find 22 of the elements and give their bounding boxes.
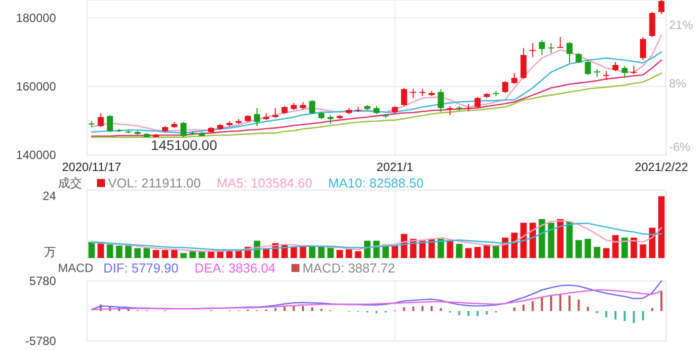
text: DEA: 3836.04	[194, 260, 276, 276]
legend-label: MACD: 3887.72	[302, 260, 395, 276]
y2-tick-label: 21%	[669, 18, 694, 32]
y2-tick-label: -6%	[669, 140, 691, 154]
y-tick-label: 160000	[16, 79, 56, 94]
text: MA5: 103584.60	[216, 176, 312, 190]
x-tick-label: 2020/11/17	[62, 160, 122, 174]
y-tick-label: 140000	[16, 148, 56, 162]
text: DIF: 5779.90	[103, 260, 178, 276]
y-tick-label: 5780	[29, 274, 56, 288]
y-tick-label: -5780	[25, 334, 56, 348]
x-tick-label: 2021/1	[376, 160, 414, 174]
text: MA10: 82588.50	[328, 176, 424, 190]
text: 万	[44, 245, 56, 259]
y-axis-title: MACD	[58, 261, 94, 275]
annotation: 145100.00	[150, 136, 218, 153]
y-tick-label: 180000	[16, 10, 56, 25]
y-axis-title: 成交	[58, 176, 82, 190]
text: 24	[42, 189, 56, 203]
x-tick-label: 2021/2/22	[634, 160, 688, 174]
legend-label: VOL: 211911.00	[108, 176, 201, 190]
y2-tick-label: 8%	[669, 76, 687, 91]
